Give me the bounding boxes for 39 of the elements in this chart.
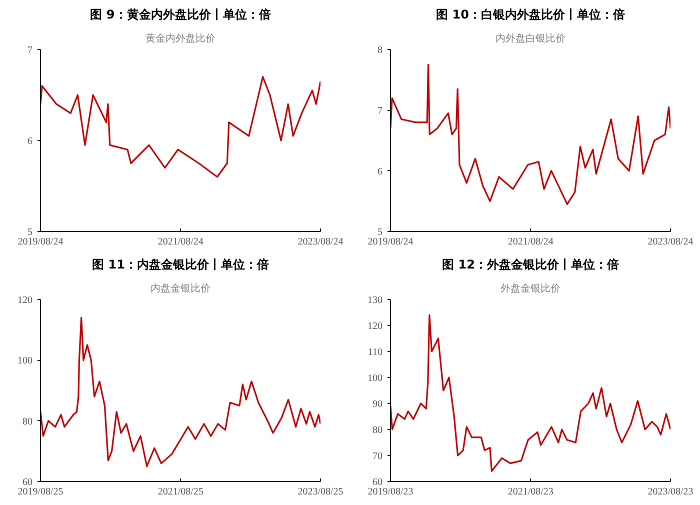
x-tick-label: 2021/08/24 [508, 236, 554, 248]
y-tick-label: 100 [18, 356, 32, 367]
chart-subtitle: 内外盘白银比价 [496, 32, 566, 44]
x-tick-label: 2023/08/24 [648, 236, 694, 248]
chart-title: 图 9：黄金内外盘比价丨单位：倍 [90, 8, 271, 22]
y-tick-label: 5 [28, 227, 32, 238]
x-tick-label: 2021/08/24 [158, 236, 204, 248]
y-tick-label: 60 [22, 477, 32, 488]
x-tick-label: 2023/08/23 [648, 486, 694, 498]
x-tick-label: 2023/08/24 [298, 236, 344, 248]
y-tick-label: 7 [28, 45, 32, 56]
x-tick-label: 2019/08/25 [18, 486, 64, 498]
chart-title: 图 12：外盘金银比价丨单位：倍 [442, 258, 619, 272]
y-tick-label: 120 [368, 321, 382, 332]
y-tick-label: 80 [372, 425, 382, 436]
y-tick-label: 6 [28, 136, 32, 147]
y-tick-label: 100 [368, 373, 382, 384]
y-tick-label: 60 [372, 477, 382, 488]
y-tick-label: 110 [368, 347, 383, 358]
y-tick-label: 7 [378, 106, 382, 117]
chart-title: 图 11：内盘金银比价丨单位：倍 [92, 258, 269, 272]
x-tick-label: 2021/08/25 [158, 486, 204, 498]
y-tick-label: 120 [18, 295, 32, 306]
chart-subtitle: 黄金内外盘比价 [146, 32, 216, 44]
chart-subtitle: 外盘金银比价 [500, 282, 560, 294]
y-tick-label: 6 [378, 166, 382, 178]
x-tick-label: 2019/08/24 [18, 236, 64, 248]
x-tick-label: 2023/08/25 [298, 486, 344, 498]
y-tick-label: 70 [372, 451, 382, 462]
chart-subtitle: 内盘金银比价 [150, 282, 210, 294]
y-tick-label: 130 [368, 295, 382, 306]
x-tick-label: 2021/08/23 [508, 486, 554, 498]
x-tick-label: 2019/08/24 [368, 236, 414, 248]
y-tick-label: 8 [378, 45, 382, 56]
x-tick-label: 2019/08/23 [368, 486, 414, 498]
y-tick-label: 80 [22, 416, 32, 428]
y-tick-label: 5 [378, 227, 382, 238]
y-tick-label: 90 [372, 399, 382, 410]
chart-title: 图 10：白银内外盘比价丨单位：倍 [436, 8, 625, 22]
